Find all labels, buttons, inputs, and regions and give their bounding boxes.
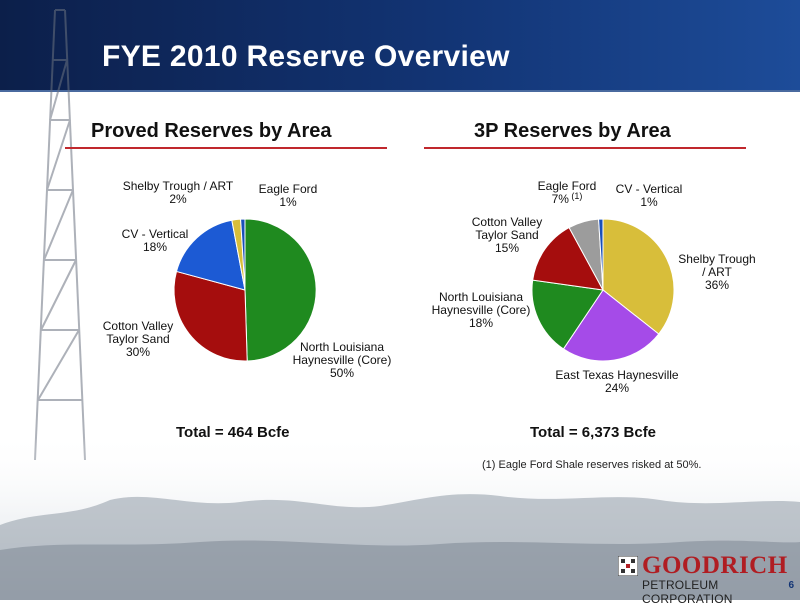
chart-title-3p: 3P Reserves by Area xyxy=(474,120,671,142)
total-proved: Total = 464 Bcfe xyxy=(176,424,290,441)
pie2-slice-1 xyxy=(602,218,675,335)
pie1-label-4: Shelby Trough / ART 2% xyxy=(123,179,234,206)
pie2-label-5: Eagle Ford 7% (1) xyxy=(538,179,597,206)
pie1-slice-2 xyxy=(173,270,248,362)
total-3p: Total = 6,373 Bcfe xyxy=(530,424,657,441)
pie2-label-3: North Louisiana Haynesville (Core) 18% xyxy=(432,290,531,330)
pie2-label-4: Cotton Valley Taylor Sand 15% xyxy=(472,215,542,255)
logo-mark-icon xyxy=(618,556,638,576)
pie2-slice-3 xyxy=(531,279,604,350)
pie2-slice-6 xyxy=(598,218,604,291)
pie1-slice-3 xyxy=(175,219,246,291)
page-number: 6 xyxy=(788,580,794,591)
logo-text-top: GOODRICH xyxy=(642,552,788,579)
page-title: FYE 2010 Reserve Overview xyxy=(102,40,510,73)
pie1-label-3: CV - Vertical 18% xyxy=(122,227,189,254)
header-divider xyxy=(0,90,800,92)
pie1-slice-1 xyxy=(244,218,317,362)
chart-title-proved: Proved Reserves by Area xyxy=(91,120,332,142)
title-underline-left xyxy=(65,147,387,149)
header-banner xyxy=(0,0,800,90)
pie1-label-1: North Louisiana Haynesville (Core) 50% xyxy=(293,340,392,380)
pie2-label-1: Shelby Trough / ART 36% xyxy=(678,252,755,292)
drilling-rig-image xyxy=(34,9,86,460)
pie1-label-5: Eagle Ford 1% xyxy=(259,182,318,209)
pie1-slice-5 xyxy=(240,218,246,291)
pie2-slice-2 xyxy=(562,289,660,362)
title-underline-right xyxy=(424,147,746,149)
pie2-label-2: East Texas Haynesville 24% xyxy=(555,368,678,395)
footnote: (1) Eagle Ford Shale reserves risked at … xyxy=(482,459,702,471)
company-logo: GOODRICH PETROLEUM CORPORATION xyxy=(618,552,788,606)
logo-text-bottom: PETROLEUM CORPORATION xyxy=(642,578,733,606)
pie1-label-2: Cotton Valley Taylor Sand 30% xyxy=(103,319,173,359)
landscape-image xyxy=(0,430,800,600)
pie2-slice-4 xyxy=(532,226,604,291)
pie2-label-6: CV - Vertical 1% xyxy=(616,182,683,209)
